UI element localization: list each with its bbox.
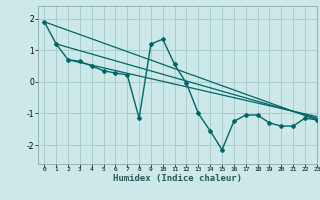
X-axis label: Humidex (Indice chaleur): Humidex (Indice chaleur) xyxy=(113,174,242,183)
